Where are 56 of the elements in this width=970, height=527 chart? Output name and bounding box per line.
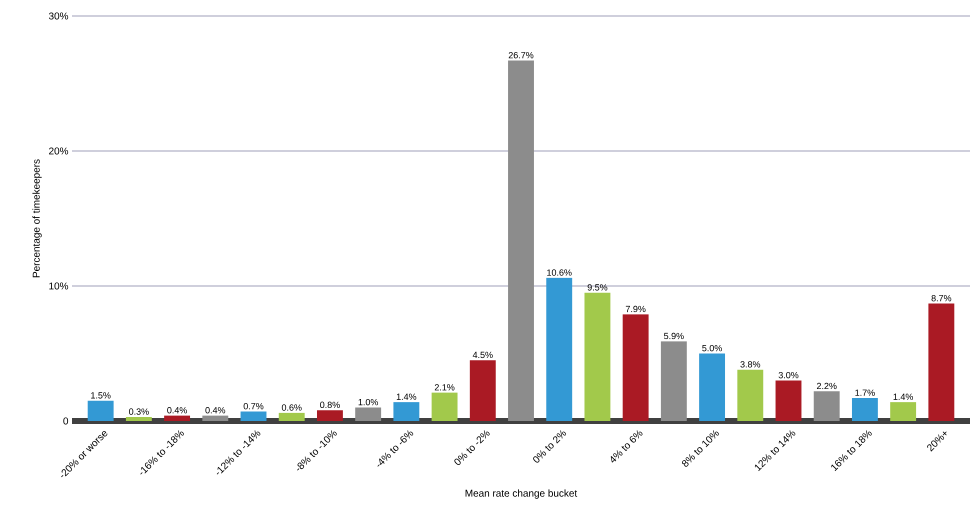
bar xyxy=(890,402,916,421)
bar xyxy=(164,416,190,421)
data-label: 0.8% xyxy=(320,402,340,408)
bar xyxy=(240,412,266,421)
x-axis-title: Mean rate change bucket xyxy=(466,489,578,499)
bar xyxy=(584,292,610,421)
bar xyxy=(622,314,649,421)
bar xyxy=(508,60,534,421)
data-label: 1.4% xyxy=(396,394,416,400)
bar xyxy=(546,278,572,421)
bar xyxy=(660,341,687,421)
bar xyxy=(316,410,343,421)
x-tick-label: 0% to -2% xyxy=(454,430,490,465)
data-label: 0.7% xyxy=(244,403,264,410)
x-tick-label: -4% to -6% xyxy=(377,430,414,467)
data-label: 1.5% xyxy=(91,392,111,399)
data-label: 3.0% xyxy=(778,372,798,378)
data-label: 1.4% xyxy=(894,394,914,400)
bar xyxy=(432,392,458,421)
data-label: 0.4% xyxy=(167,407,187,414)
bar xyxy=(776,380,802,421)
y-tick-label: 0 xyxy=(63,417,68,425)
data-label: 2.1% xyxy=(434,384,454,390)
data-label: 0.6% xyxy=(282,404,302,411)
bar xyxy=(355,408,382,421)
y-tick-label: 10% xyxy=(49,282,68,290)
bar xyxy=(393,402,420,421)
y-tick-label: 30% xyxy=(48,12,68,20)
data-label: 2.2% xyxy=(816,382,837,390)
data-label: 1.0% xyxy=(358,398,378,406)
data-label: 0.4% xyxy=(205,407,226,414)
bar xyxy=(699,354,726,421)
data-label: 4.5% xyxy=(472,352,493,358)
bar xyxy=(928,304,954,421)
x-tick-label: 0% to 2% xyxy=(533,430,566,463)
bar xyxy=(470,360,496,421)
y-axis-title: Percentage of timekeepers xyxy=(32,159,42,278)
data-label: 9.5% xyxy=(588,284,608,291)
data-label: 5.9% xyxy=(664,332,684,340)
bar xyxy=(852,398,878,421)
data-label: 3.8% xyxy=(740,361,760,368)
data-label: 0.3% xyxy=(129,408,149,415)
bar xyxy=(88,400,114,421)
data-label: 8.7% xyxy=(932,295,952,302)
y-tick-label: 20% xyxy=(49,147,68,155)
data-label: 26.7% xyxy=(508,52,534,58)
bar xyxy=(737,370,764,421)
bar xyxy=(126,416,152,421)
data-label: 1.7% xyxy=(855,390,875,396)
x-tick-label: 4% to 6% xyxy=(610,430,643,463)
bar xyxy=(278,412,305,421)
data-label: 7.9% xyxy=(626,306,646,312)
bar xyxy=(202,416,228,421)
data-label: 5.0% xyxy=(702,344,722,352)
bar xyxy=(814,391,840,421)
data-label: 10.6% xyxy=(547,269,572,276)
